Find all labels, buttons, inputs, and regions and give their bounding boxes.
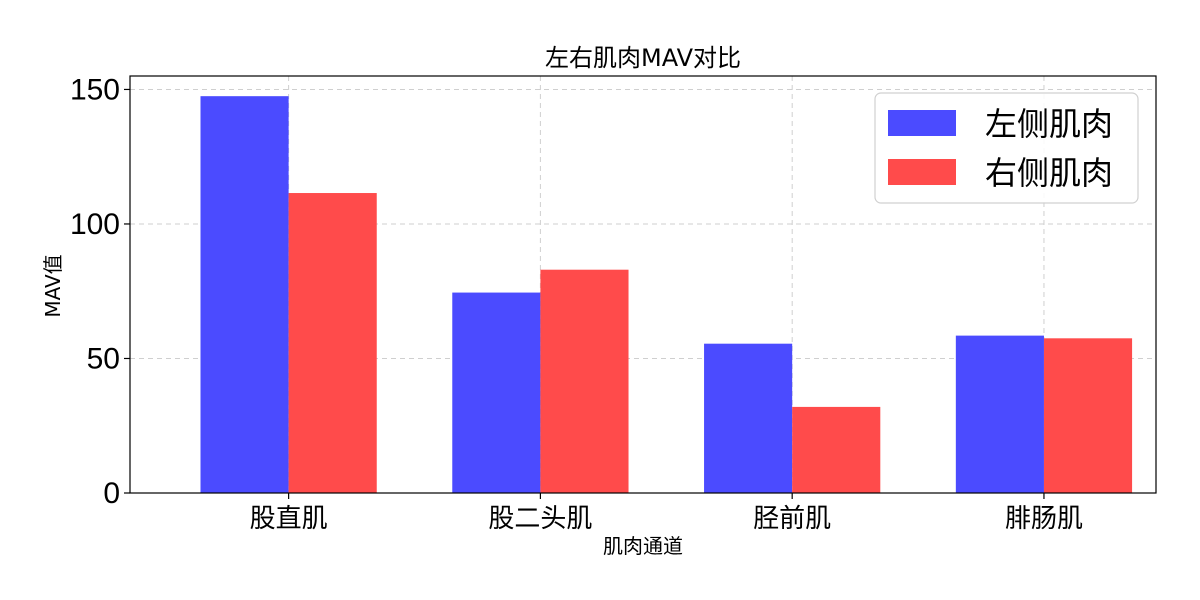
legend-swatch-right (888, 159, 956, 185)
bar-right-1 (540, 269, 629, 493)
bar-left-3 (955, 335, 1044, 493)
bar-left-2 (704, 343, 793, 493)
legend-swatch-left (888, 110, 956, 136)
legend-label-left: 左侧肌肉 (985, 105, 1113, 143)
bar-right-3 (1043, 338, 1133, 493)
y-axis-label: MAV值 (41, 254, 65, 317)
bar-left-0 (200, 96, 289, 493)
y-tick-label: 0 (103, 477, 120, 510)
x-tick-label: 股直肌 (250, 504, 328, 534)
x-tick-label: 胫前肌 (753, 504, 831, 534)
bar-right-2 (792, 406, 881, 493)
legend-label-right: 右侧肌肉 (985, 154, 1113, 192)
plot-frame (129, 75, 1157, 494)
x-tick-label: 股二头肌 (488, 504, 592, 534)
legend: 左侧肌肉 右侧肌肉 (874, 92, 1139, 204)
x-axis-label: 肌肉通道 (603, 534, 683, 558)
bar-right-0 (288, 193, 377, 493)
y-axis-ticks: 0 50 100 150 (70, 73, 130, 510)
x-tick-label: 腓肠肌 (1005, 504, 1083, 534)
chart-title: 左右肌肉MAV对比 (545, 44, 741, 72)
y-tick-label: 150 (70, 73, 120, 106)
x-axis-ticks: 股直肌 股二头肌 胫前肌 腓肠肌 (250, 493, 1083, 534)
y-tick-label: 100 (70, 208, 120, 241)
bar-layer (200, 96, 1133, 493)
bar-left-1 (452, 292, 541, 493)
y-tick-label: 50 (87, 342, 120, 375)
